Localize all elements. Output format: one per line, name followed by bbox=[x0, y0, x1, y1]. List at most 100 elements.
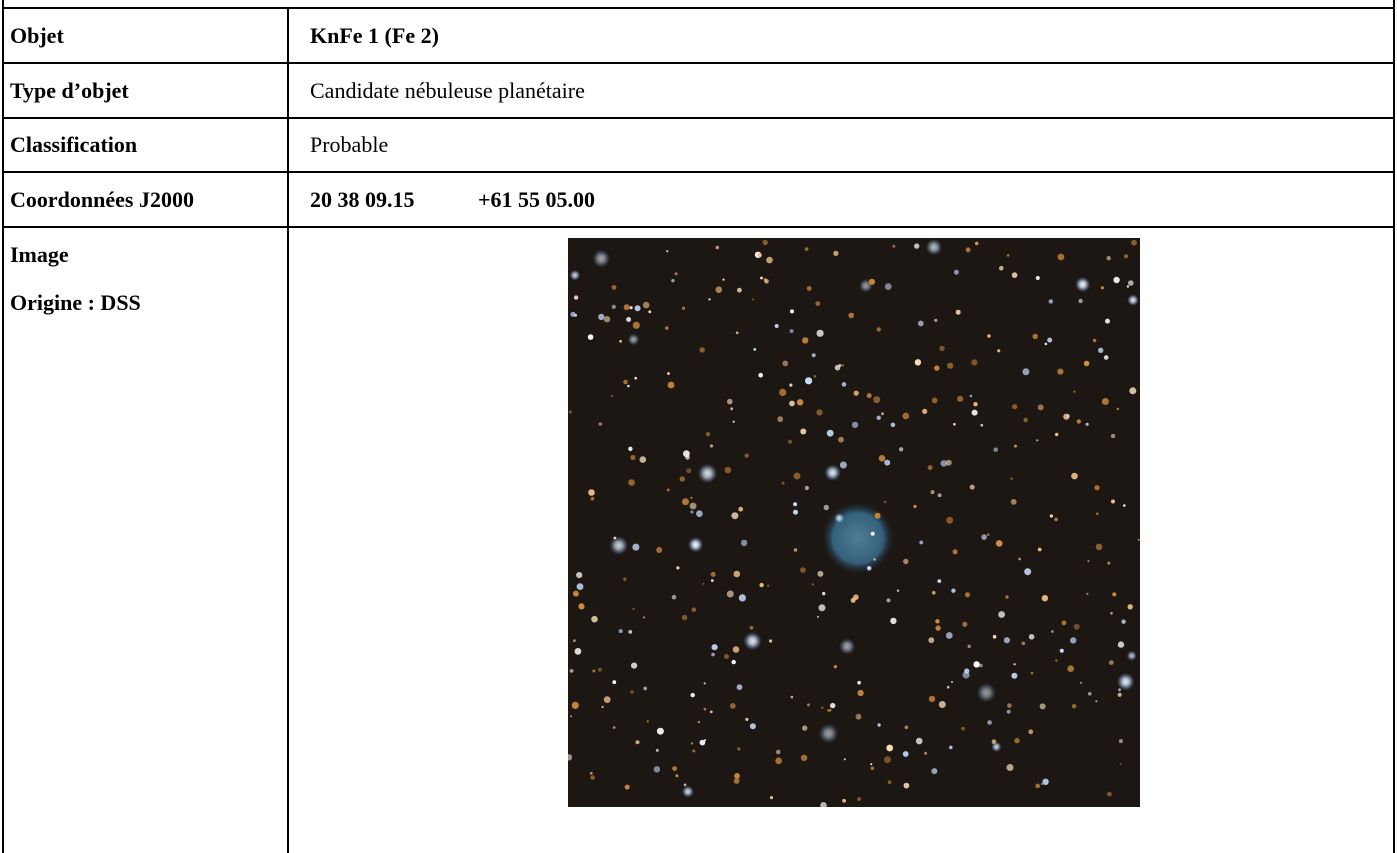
star bbox=[957, 396, 963, 402]
star bbox=[977, 683, 996, 702]
star bbox=[643, 687, 647, 691]
star bbox=[879, 455, 886, 462]
star bbox=[710, 444, 713, 447]
star bbox=[905, 726, 909, 730]
star bbox=[1071, 473, 1078, 480]
star bbox=[732, 660, 736, 664]
star bbox=[857, 681, 861, 685]
star bbox=[1101, 286, 1104, 289]
star bbox=[708, 298, 710, 300]
star bbox=[734, 778, 740, 784]
rule bbox=[3, 171, 1394, 173]
star bbox=[730, 703, 736, 709]
star bbox=[953, 423, 956, 426]
star bbox=[877, 327, 881, 331]
star bbox=[588, 489, 595, 496]
star bbox=[1138, 539, 1140, 541]
star bbox=[963, 671, 970, 678]
star bbox=[805, 377, 812, 384]
star bbox=[1096, 512, 1099, 515]
star bbox=[1119, 739, 1123, 743]
star bbox=[1058, 254, 1065, 261]
star bbox=[684, 784, 687, 787]
star bbox=[770, 796, 773, 799]
star bbox=[1013, 663, 1015, 665]
star bbox=[842, 364, 844, 366]
star bbox=[1028, 729, 1033, 734]
star bbox=[743, 632, 761, 650]
star bbox=[1045, 343, 1048, 346]
star bbox=[737, 288, 742, 293]
row-value: Probable bbox=[310, 118, 388, 172]
star bbox=[824, 505, 829, 510]
row-label: Objet bbox=[10, 9, 64, 63]
star bbox=[1042, 595, 1048, 601]
star bbox=[727, 591, 734, 598]
star bbox=[569, 411, 572, 414]
star bbox=[712, 644, 718, 650]
star bbox=[626, 317, 631, 322]
star bbox=[574, 295, 578, 299]
star bbox=[1035, 784, 1040, 789]
star bbox=[904, 783, 910, 789]
star bbox=[680, 476, 685, 481]
star bbox=[648, 310, 651, 313]
star bbox=[739, 594, 746, 601]
star bbox=[1005, 595, 1008, 598]
star bbox=[1007, 703, 1012, 708]
star bbox=[922, 409, 927, 414]
star bbox=[816, 409, 822, 415]
star bbox=[753, 348, 756, 351]
star bbox=[931, 490, 935, 494]
star bbox=[611, 395, 613, 397]
star bbox=[821, 707, 823, 709]
star bbox=[830, 703, 835, 708]
star bbox=[1107, 256, 1111, 260]
star bbox=[727, 399, 733, 405]
star bbox=[635, 305, 641, 311]
star bbox=[1070, 637, 1076, 643]
star bbox=[604, 696, 611, 703]
star bbox=[928, 465, 933, 470]
star bbox=[931, 768, 937, 774]
star bbox=[619, 629, 623, 633]
star bbox=[884, 501, 886, 503]
star bbox=[935, 625, 940, 630]
star bbox=[1107, 792, 1112, 797]
star bbox=[833, 251, 838, 256]
star bbox=[926, 239, 942, 255]
star bbox=[1088, 692, 1092, 696]
star bbox=[1038, 548, 1042, 552]
star bbox=[766, 257, 773, 264]
star bbox=[625, 785, 630, 790]
right-ascension: 20 38 09.15 bbox=[310, 173, 415, 227]
star bbox=[996, 540, 1003, 547]
star bbox=[1112, 592, 1116, 596]
rule bbox=[3, 7, 1394, 9]
row-value: Candidate nébuleuse planétaire bbox=[310, 64, 585, 118]
star bbox=[938, 493, 942, 497]
star bbox=[588, 334, 594, 340]
star bbox=[737, 684, 743, 690]
star bbox=[839, 638, 855, 654]
star bbox=[572, 702, 579, 709]
star bbox=[692, 750, 695, 753]
star bbox=[919, 541, 923, 545]
star bbox=[802, 337, 808, 343]
star bbox=[867, 566, 872, 571]
star bbox=[711, 572, 716, 577]
star bbox=[623, 578, 626, 581]
star bbox=[601, 706, 603, 708]
star bbox=[937, 579, 941, 583]
star bbox=[745, 454, 749, 458]
star bbox=[971, 359, 977, 365]
star bbox=[842, 382, 847, 387]
star bbox=[939, 701, 946, 708]
star bbox=[993, 447, 998, 452]
star bbox=[1049, 299, 1053, 303]
star bbox=[800, 567, 806, 573]
image-origin: Origine : DSS bbox=[10, 276, 141, 330]
star bbox=[667, 489, 670, 492]
star bbox=[763, 240, 768, 245]
star bbox=[903, 559, 908, 564]
